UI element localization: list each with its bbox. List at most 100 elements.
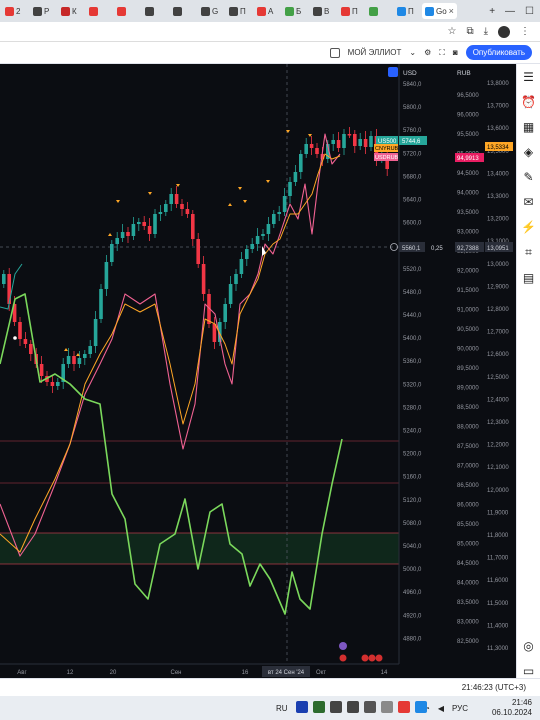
browser-tab[interactable]: П xyxy=(338,3,364,19)
publish-button[interactable]: Опубликовать xyxy=(465,45,532,60)
app-icon[interactable] xyxy=(381,701,393,713)
menu-dots-icon[interactable]: ⋮ xyxy=(520,26,530,37)
candle-body xyxy=(234,274,238,284)
usdrub-tick: 93,0000 xyxy=(457,230,479,236)
usdrub-tick: 96,0000 xyxy=(457,113,479,119)
browser-tab[interactable] xyxy=(142,3,168,19)
us500-name: US500 xyxy=(378,139,397,145)
candle-body xyxy=(353,134,357,146)
utc-clock[interactable]: 21:46:23 (UTC+3) xyxy=(461,683,526,692)
app-icon[interactable] xyxy=(398,701,410,713)
signal-down-arrow xyxy=(238,187,242,190)
usdrub-tick: 83,0000 xyxy=(457,620,479,626)
app-icon[interactable] xyxy=(296,701,308,713)
browser-tab[interactable]: А xyxy=(254,3,280,19)
tab-label: А xyxy=(268,6,274,16)
candle-body xyxy=(331,140,335,144)
price-chart[interactable]: USD RUB5840,05800,05760,05720,05680,05640… xyxy=(0,64,516,678)
browser-tab[interactable]: Б xyxy=(282,3,308,19)
candle-body xyxy=(12,304,17,322)
layers-icon[interactable]: ◈ xyxy=(523,145,534,159)
browser-tab[interactable]: P xyxy=(30,3,56,19)
browser-tab[interactable] xyxy=(86,3,112,19)
usdrub-tick: 89,5000 xyxy=(457,366,479,372)
calendar-icon[interactable]: ▭ xyxy=(522,664,535,678)
browser-tab[interactable]: 2 xyxy=(2,3,28,19)
candle-body xyxy=(147,226,152,234)
price-tick: 5400,0 xyxy=(403,336,422,342)
usdrub-line xyxy=(0,133,341,557)
usdrub-tick: 85,0000 xyxy=(457,542,479,548)
cnyrub-tick: 11,5000 xyxy=(487,601,509,607)
candle-body xyxy=(255,236,260,244)
camera-icon[interactable]: ◙ xyxy=(452,48,458,57)
app-icon[interactable] xyxy=(330,701,342,713)
taskbar-clock[interactable]: 21:46 06.10.2024 xyxy=(492,698,532,718)
signal-down-arrow xyxy=(266,180,270,183)
chat-icon[interactable]: ✉ xyxy=(523,195,534,209)
layout-chevron-icon[interactable]: ⌄ xyxy=(409,48,417,57)
status-bar: 21:46:23 (UTC+3) xyxy=(0,678,540,696)
app-icon[interactable] xyxy=(364,701,376,713)
wifi-icon[interactable]: ◔ xyxy=(425,704,430,713)
cnyrub-tick: 12,7000 xyxy=(487,330,509,336)
browser-tab[interactable]: G xyxy=(198,3,224,19)
bookmark-star-icon[interactable]: ☆ xyxy=(447,26,457,37)
extensions-icon[interactable]: ⧉ xyxy=(466,26,474,37)
cnyrub-tick: 13,0000 xyxy=(487,262,509,268)
minimize-button[interactable]: — xyxy=(505,5,516,17)
layout-checkbox[interactable] xyxy=(329,47,340,58)
price-tick: 4880,0 xyxy=(403,636,422,642)
tray-lang[interactable]: RU xyxy=(276,704,288,713)
usdrub-tick: 85,5000 xyxy=(457,522,479,528)
target-icon[interactable]: ◎ xyxy=(523,639,534,653)
browser-tab[interactable]: Go × xyxy=(422,3,457,19)
time-tick: 16 xyxy=(242,670,249,676)
candle-body xyxy=(137,222,141,224)
close-tab-icon[interactable]: × xyxy=(448,6,454,16)
browser-tab[interactable]: К xyxy=(58,3,84,19)
tray-kb[interactable]: РУС xyxy=(452,704,469,713)
cnyrub-tick: 12,6000 xyxy=(487,352,509,358)
candle-body xyxy=(299,154,303,172)
browser-tab[interactable] xyxy=(170,3,196,19)
candle-body xyxy=(153,214,157,234)
cross-price: 5560,1 xyxy=(402,246,421,252)
maximize-button[interactable]: ☐ xyxy=(525,5,534,17)
signal-icon[interactable]: ⚡ xyxy=(521,220,536,234)
tab-favicon-icon xyxy=(117,6,126,16)
layout-name[interactable]: МОЙ ЭЛЛИОТ xyxy=(347,48,402,57)
event-flag-icon xyxy=(361,654,369,662)
fullscreen-icon[interactable]: ⛶ xyxy=(439,47,445,57)
browser-tab[interactable]: П xyxy=(226,3,252,19)
cnyrub-tick: 13,7000 xyxy=(487,104,509,110)
ideas-bulb-icon[interactable]: ✎ xyxy=(523,170,534,184)
browser-tab[interactable] xyxy=(366,3,392,19)
candle-body xyxy=(196,239,200,264)
price-tick: 5480,0 xyxy=(403,290,422,296)
candle-body xyxy=(158,212,163,214)
clock-date: 06.10.2024 xyxy=(491,708,532,717)
candle-body xyxy=(239,259,244,274)
download-icon[interactable]: ⤓ xyxy=(483,26,488,37)
cross-rub: 13,0951 xyxy=(487,246,509,252)
new-tab-button[interactable]: + xyxy=(489,5,496,17)
app-icon[interactable] xyxy=(313,701,325,713)
profile-avatar[interactable] xyxy=(498,25,510,38)
app-icon[interactable] xyxy=(415,701,427,713)
screener-icon[interactable]: ⌗ xyxy=(525,245,532,259)
browser-tab[interactable] xyxy=(114,3,140,19)
settings-gear-icon[interactable]: ⚙ xyxy=(424,48,432,57)
volume-icon[interactable]: ◀ xyxy=(437,704,444,713)
usd-price-tag xyxy=(455,153,484,162)
news-icon[interactable]: ▤ xyxy=(522,271,535,285)
browser-tab[interactable]: П xyxy=(394,3,420,19)
alarm-clock-icon[interactable]: ⏰ xyxy=(521,95,536,109)
app-icon[interactable] xyxy=(347,701,359,713)
price-tick: 5120,0 xyxy=(403,498,422,504)
time-tick: Окт xyxy=(316,670,326,676)
tab-favicon-icon xyxy=(341,6,350,16)
browser-tab[interactable]: В xyxy=(310,3,336,19)
watchlist-icon[interactable]: ☰ xyxy=(523,70,534,84)
data-window-icon[interactable]: ▦ xyxy=(522,120,535,134)
